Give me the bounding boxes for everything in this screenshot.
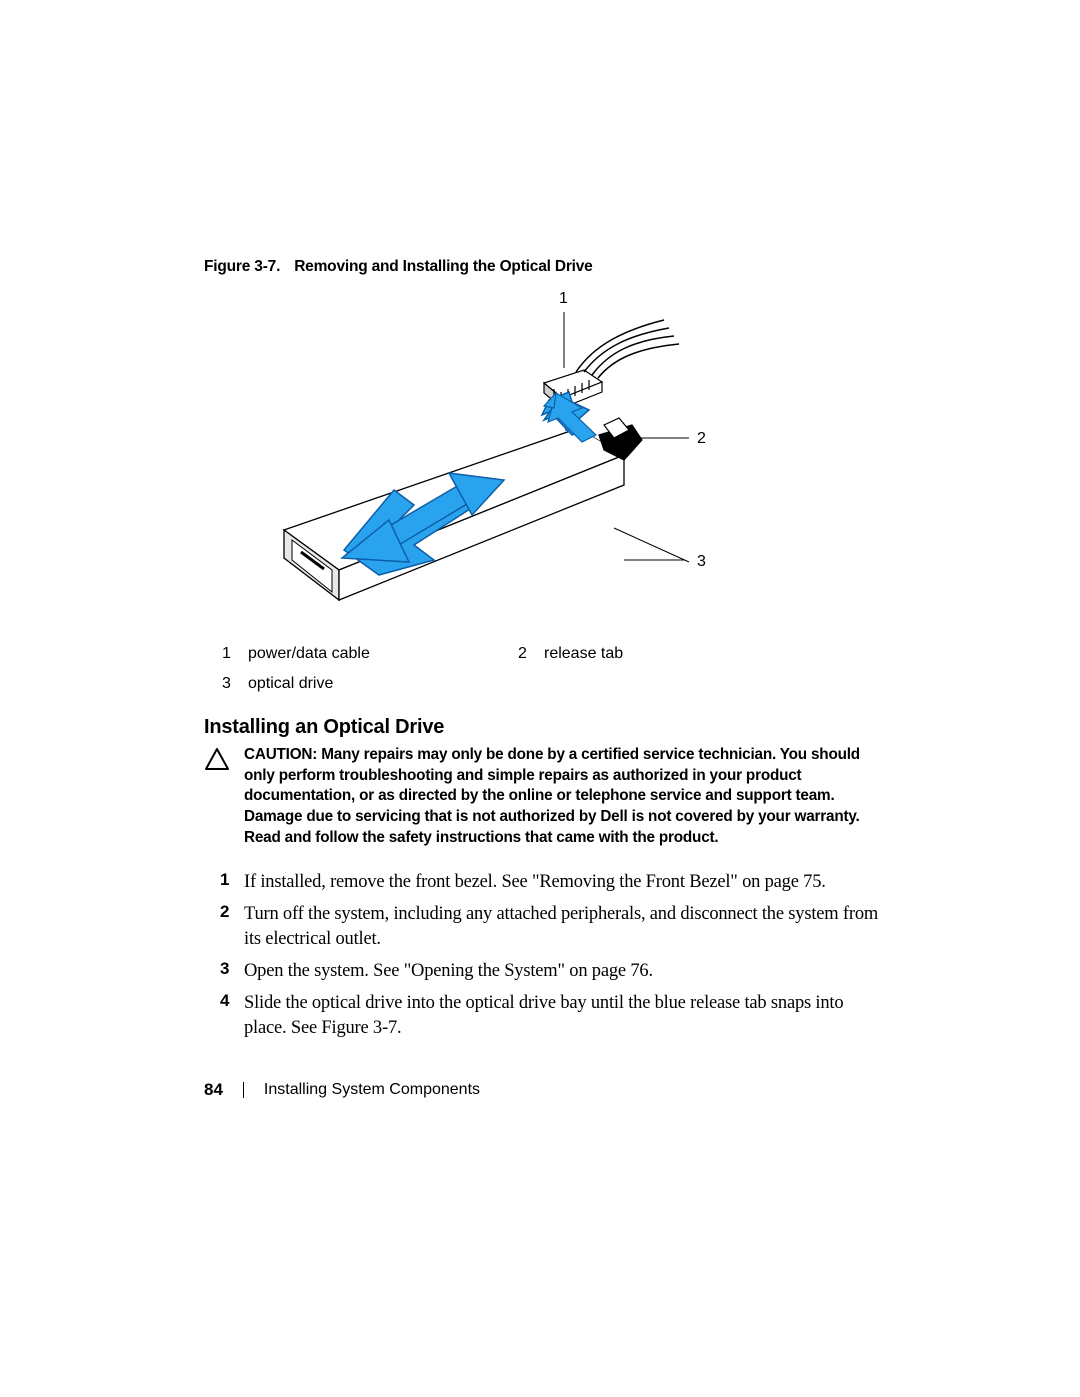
legend-text: optical drive xyxy=(248,669,518,699)
legend-row: 1 power/data cable 2 release tab xyxy=(222,639,623,669)
step-item: 1 If installed, remove the front bezel. … xyxy=(204,870,880,895)
caution-block: CAUTION: Many repairs may only be done b… xyxy=(204,745,880,848)
legend-num: 1 xyxy=(222,639,248,669)
section-heading: Installing an Optical Drive xyxy=(204,716,444,739)
page: Figure 3-7. Removing and Installing the O… xyxy=(0,0,1080,1397)
step-item: 2 Turn off the system, including any att… xyxy=(204,902,880,952)
legend-num: 2 xyxy=(518,639,544,669)
figure-title: Removing and Installing the Optical Driv… xyxy=(294,258,592,275)
step-text: Turn off the system, including any attac… xyxy=(244,902,880,952)
caution-prefix: CAUTION: xyxy=(244,746,321,763)
caution-body: Many repairs may only be done by a certi… xyxy=(244,746,860,846)
caution-text: CAUTION: Many repairs may only be done b… xyxy=(244,745,880,848)
step-number: 4 xyxy=(204,991,244,1041)
legend-row: 3 optical drive xyxy=(222,669,623,699)
page-number: 84 xyxy=(204,1080,223,1100)
footer-title: Installing System Components xyxy=(264,1081,480,1099)
callout-1: 1 xyxy=(559,290,568,308)
diagram: 1 2 3 xyxy=(204,290,854,630)
caution-triangle-icon xyxy=(204,747,230,771)
step-number: 2 xyxy=(204,902,244,952)
figure-caption: Figure 3-7. Removing and Installing the O… xyxy=(204,258,593,276)
figure-label: Figure 3-7. xyxy=(204,258,280,275)
step-text: Slide the optical drive into the optical… xyxy=(244,991,880,1041)
legend-num: 3 xyxy=(222,669,248,699)
step-item: 4 Slide the optical drive into the optic… xyxy=(204,991,880,1041)
step-item: 3 Open the system. See "Opening the Syst… xyxy=(204,959,880,984)
step-number: 1 xyxy=(204,870,244,895)
steps-list: 1 If installed, remove the front bezel. … xyxy=(204,870,880,1048)
legend-text: release tab xyxy=(544,639,623,669)
callout-3: 3 xyxy=(697,553,706,571)
footer: 84 Installing System Components xyxy=(204,1080,480,1100)
legend-text: power/data cable xyxy=(248,639,518,669)
legend: 1 power/data cable 2 release tab 3 optic… xyxy=(222,639,623,700)
leader-overlay xyxy=(204,290,854,630)
step-text: If installed, remove the front bezel. Se… xyxy=(244,870,826,895)
footer-separator xyxy=(243,1082,244,1098)
step-number: 3 xyxy=(204,959,244,984)
step-text: Open the system. See "Opening the System… xyxy=(244,959,653,984)
callout-2: 2 xyxy=(697,430,706,448)
